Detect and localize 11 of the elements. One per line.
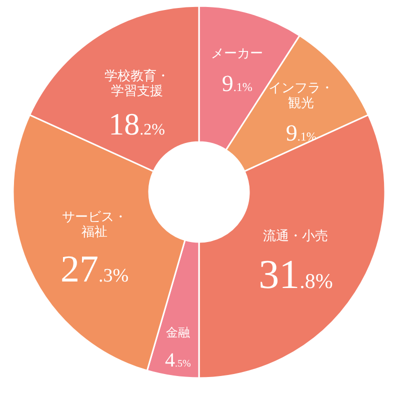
slice-label: メーカー	[211, 46, 264, 62]
data-label: 9.1%	[222, 70, 252, 96]
slice-label: サービス・福祉	[62, 210, 127, 240]
data-label: 31.8%	[258, 251, 333, 298]
slice-label: 金融	[166, 326, 190, 340]
data-label: 4.5%	[164, 350, 191, 372]
data-label: 18.2%	[108, 106, 165, 142]
data-label: 27.3%	[60, 248, 129, 290]
slice-label: 流通・小売	[263, 228, 328, 244]
slice-label: 学校教育・学習支援	[104, 68, 170, 99]
slice-label: インフラ・観光	[268, 81, 334, 112]
